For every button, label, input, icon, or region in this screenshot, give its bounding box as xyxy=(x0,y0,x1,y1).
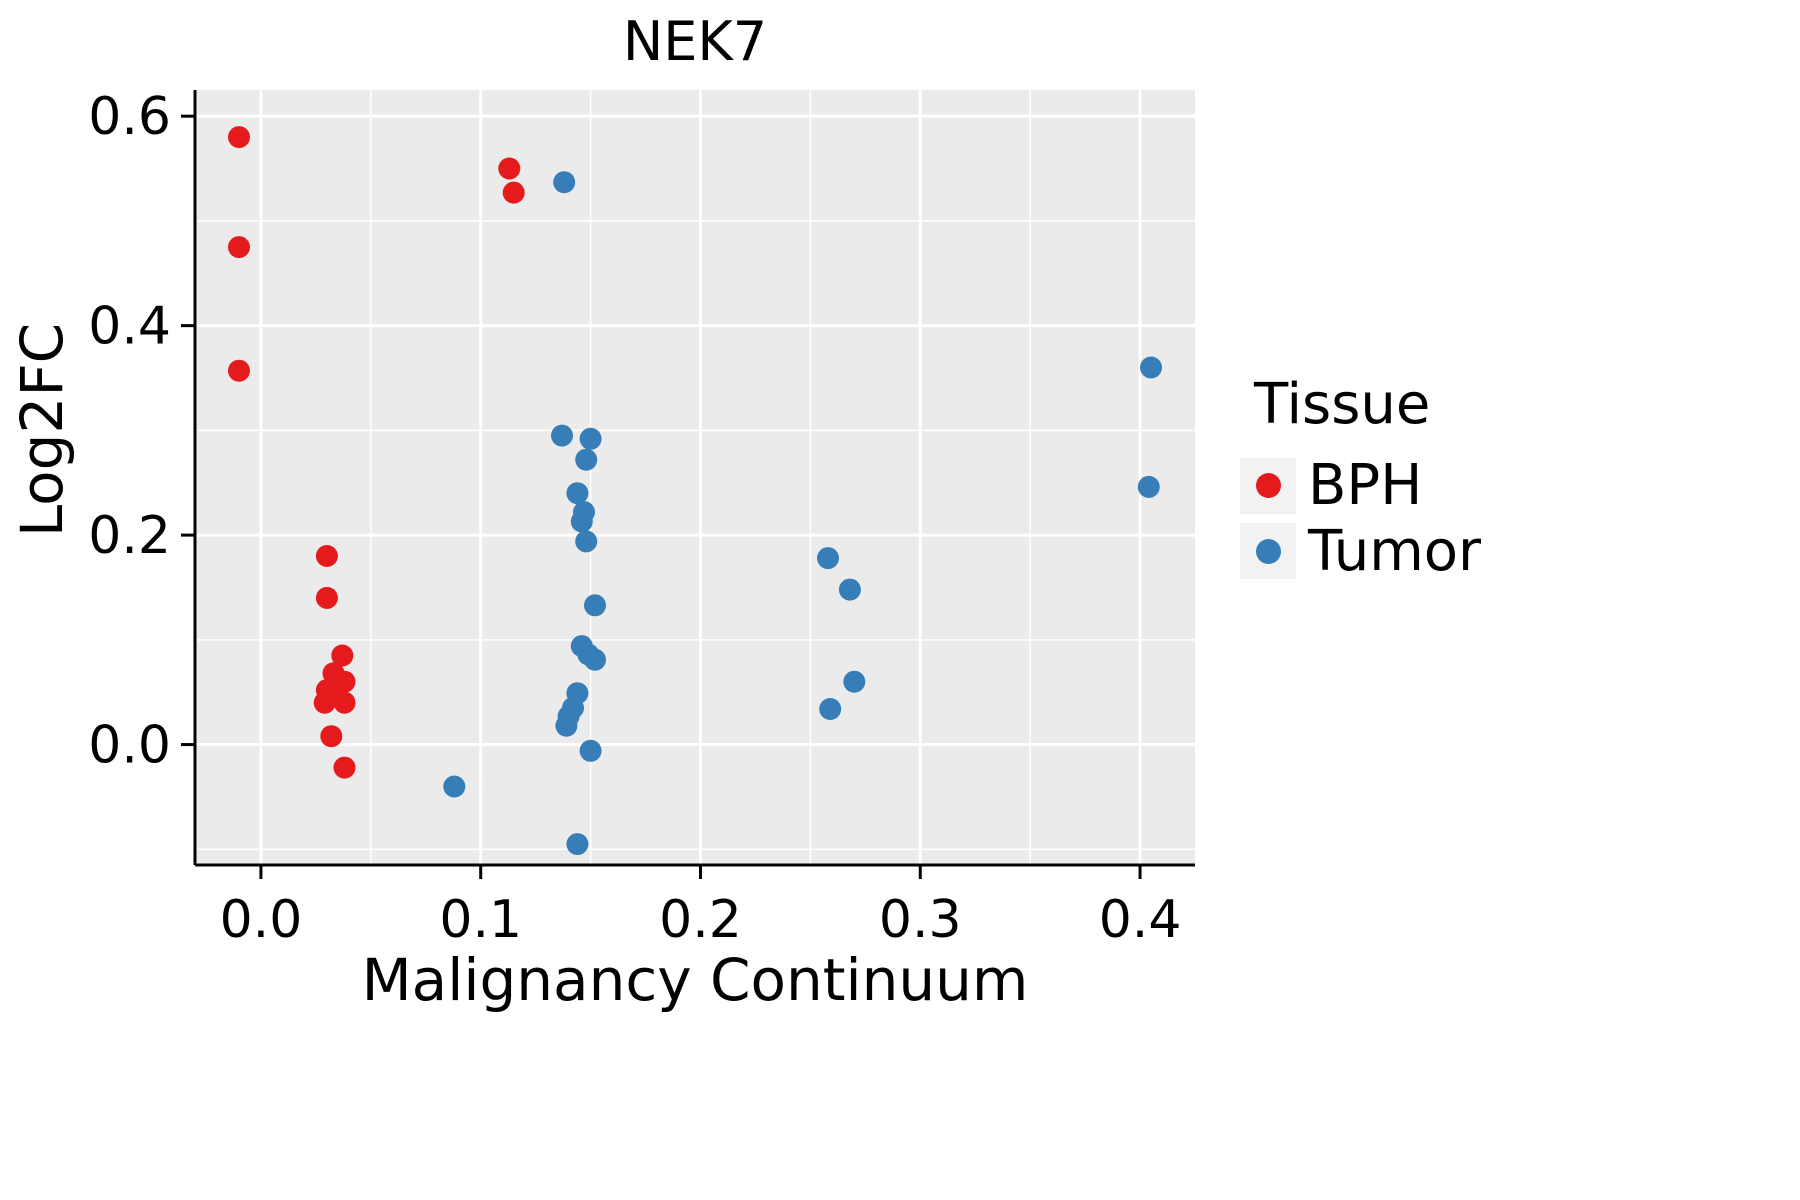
data-point-bph xyxy=(333,691,356,714)
data-point-tumor xyxy=(817,547,839,570)
legend-entry-bph: BPH xyxy=(1240,455,1481,517)
data-point-tumor xyxy=(579,739,602,762)
data-point-tumor xyxy=(570,510,593,533)
data-point-bph xyxy=(315,586,338,609)
data-point-bph xyxy=(502,181,525,204)
legend-label-bph: BPH xyxy=(1308,453,1423,518)
data-point-tumor xyxy=(843,670,866,693)
data-point-tumor xyxy=(443,775,466,798)
data-point-tumor xyxy=(575,448,598,471)
x-tick-label: 0.2 xyxy=(659,890,742,950)
data-point-tumor xyxy=(819,698,842,720)
tumor-color-dot xyxy=(1255,538,1281,564)
data-point-bph xyxy=(333,756,356,779)
bph-color-dot xyxy=(1255,473,1281,499)
y-axis-label: Log2FC xyxy=(8,322,76,538)
y-tick-label: 0.4 xyxy=(88,297,171,357)
data-point-tumor xyxy=(1140,356,1162,379)
data-point-bph xyxy=(228,126,250,149)
legend-label-tumor: Tumor xyxy=(1308,518,1482,584)
legend-title: Tissue xyxy=(1254,372,1431,437)
data-point-bph xyxy=(315,545,338,567)
data-point-bph xyxy=(228,236,250,259)
data-point-tumor xyxy=(584,594,606,617)
x-tick-label: 0.3 xyxy=(879,890,962,950)
data-point-bph xyxy=(320,725,343,748)
y-tick-label: 0.6 xyxy=(88,87,171,147)
data-point-tumor xyxy=(838,578,861,601)
data-point-bph xyxy=(498,157,521,180)
x-tick-label: 0.1 xyxy=(439,890,522,950)
data-point-tumor xyxy=(566,482,589,505)
data-point-bph xyxy=(331,644,354,667)
plot-panel xyxy=(195,90,1195,865)
chart-title: NEK7 xyxy=(622,10,768,73)
legend-entry-tumor: Tumor xyxy=(1240,518,1482,584)
data-point-tumor xyxy=(555,714,578,737)
data-point-tumor xyxy=(551,424,573,447)
data-point-bph xyxy=(313,691,336,714)
data-point-bph xyxy=(228,359,250,382)
legend-key-tumor xyxy=(1240,523,1296,580)
data-point-tumor xyxy=(1137,475,1160,498)
legend-key-bph xyxy=(1240,457,1296,514)
data-point-tumor xyxy=(566,833,589,856)
data-point-tumor xyxy=(579,427,602,450)
data-point-tumor xyxy=(553,171,576,194)
legend: Tissue BPH Tumor xyxy=(1240,372,1481,582)
x-tick-label: 0.4 xyxy=(1099,890,1182,950)
x-axis-label: Malignancy Continuum xyxy=(361,946,1029,1014)
y-tick-label: 0.0 xyxy=(88,716,171,776)
data-point-tumor xyxy=(584,648,606,671)
data-point-tumor xyxy=(575,530,598,553)
y-tick-label: 0.2 xyxy=(88,506,171,566)
x-tick-label: 0.0 xyxy=(220,890,303,950)
